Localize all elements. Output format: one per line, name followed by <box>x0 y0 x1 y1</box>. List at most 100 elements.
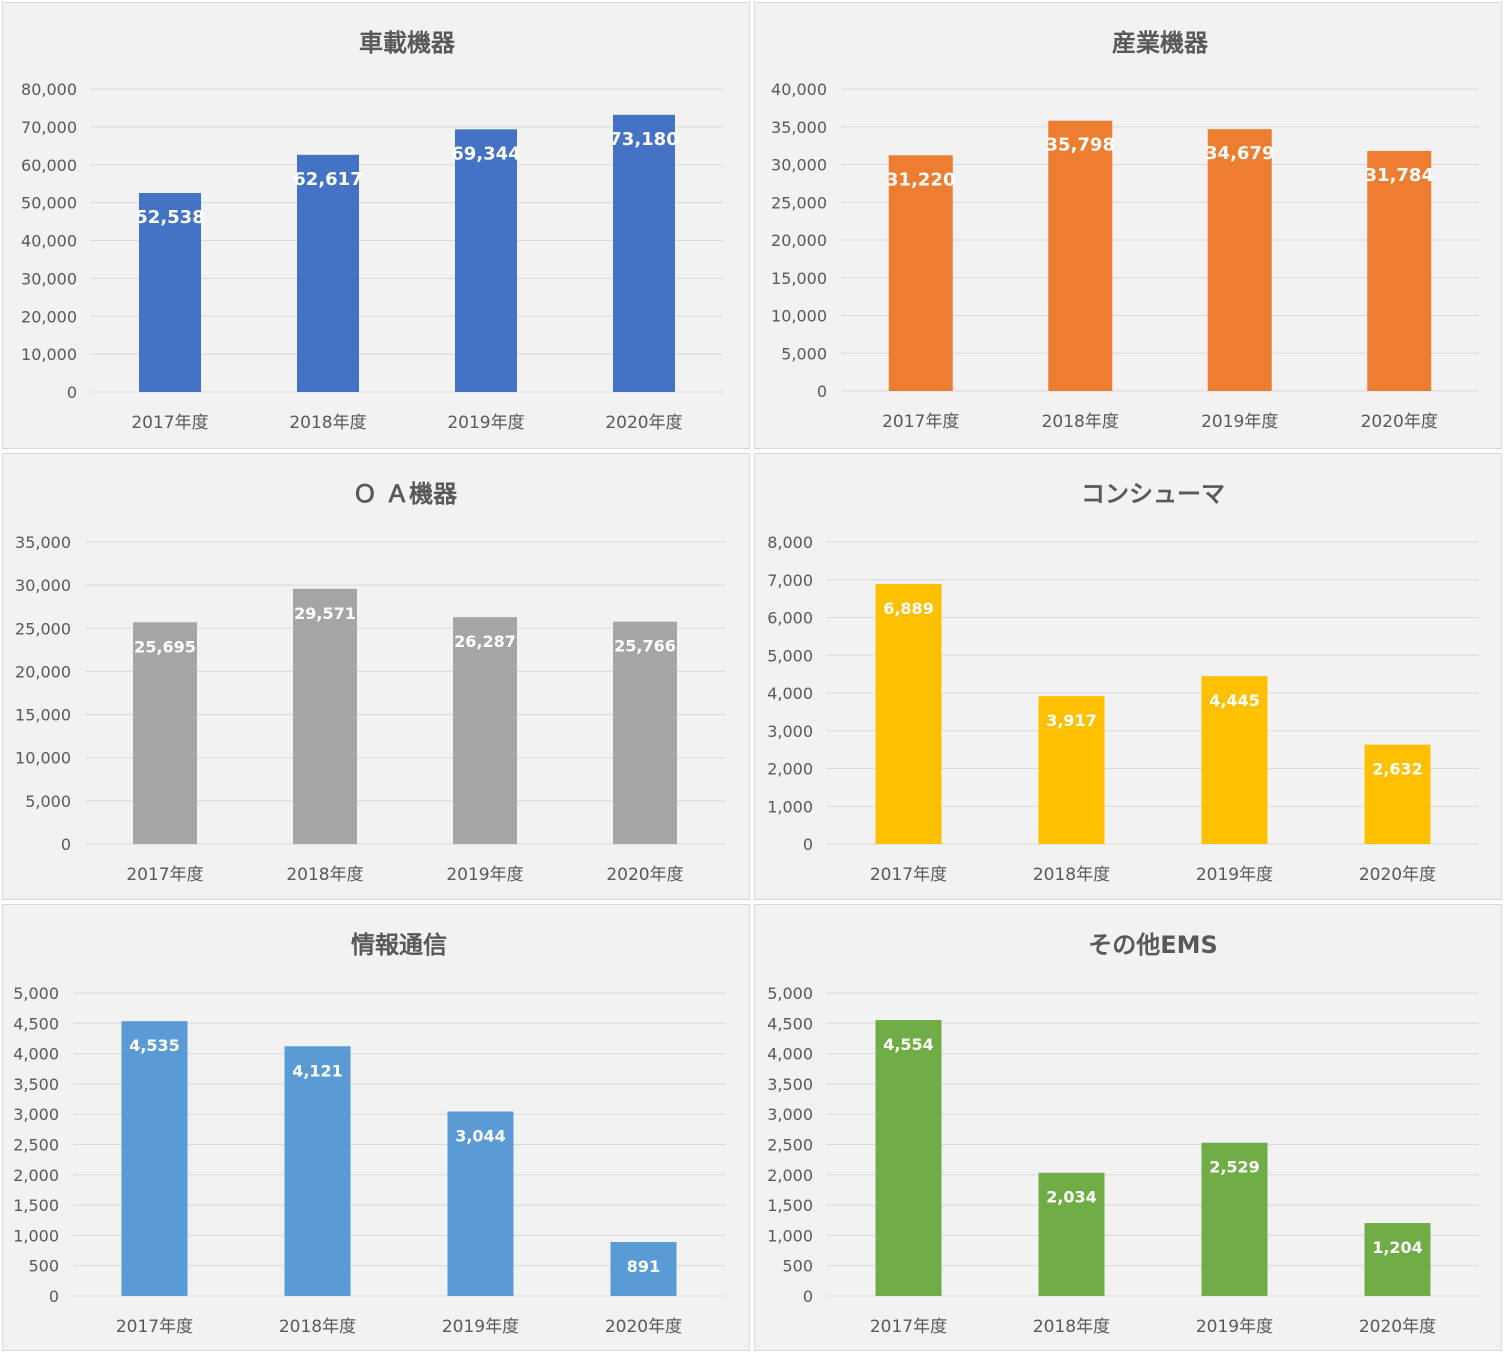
y-tick-label: 35,000 <box>15 533 71 552</box>
x-tick-label: 2017年度 <box>870 1317 947 1337</box>
y-tick-label: 5,000 <box>767 984 813 1003</box>
y-tick-label: 80,000 <box>21 80 77 99</box>
data-label: 3,917 <box>1046 711 1097 730</box>
x-tick-label: 2020年度 <box>605 1317 682 1337</box>
x-tick-label: 2018年度 <box>1033 865 1110 885</box>
y-tick-label: 0 <box>49 1287 59 1306</box>
y-tick-label: 3,000 <box>767 1105 813 1124</box>
chart-panel-industrial: 産業機器 0 5,000 10,000 15,000 20,000 25,000 30,000… <box>754 2 1502 449</box>
y-tick-label: 3,500 <box>13 1075 59 1094</box>
data-label: 34,679 <box>1205 143 1274 164</box>
y-tick-label: 40,000 <box>771 80 827 99</box>
data-label: 26,287 <box>454 632 516 651</box>
chart-svg: その他EMS 0 500 1,000 1,500 2,000 2,500 3,000 3,500… <box>767 931 1479 1337</box>
y-tick-label: 0 <box>803 1287 813 1306</box>
data-label: 31,220 <box>886 169 955 190</box>
x-tick-label: 2020年度 <box>1361 412 1438 432</box>
bar <box>455 129 517 392</box>
bar <box>1048 120 1113 391</box>
x-tick-label: 2018年度 <box>279 1317 356 1337</box>
data-label: 891 <box>627 1257 660 1276</box>
data-label: 52,538 <box>135 207 204 228</box>
y-tick-label: 60,000 <box>21 156 77 175</box>
chart-title: その他EMS <box>1088 931 1218 959</box>
chart-title: 情報通信 <box>351 931 447 959</box>
y-tick-label: 1,500 <box>13 1196 59 1215</box>
data-label: 4,445 <box>1209 691 1260 710</box>
y-tick-label: 15,000 <box>771 269 827 288</box>
y-tick-label: 2,000 <box>767 1166 813 1185</box>
bar <box>121 1021 188 1296</box>
y-tick-label: 0 <box>61 835 71 854</box>
x-tick-label: 2019年度 <box>442 1317 519 1337</box>
y-tick-label: 7,000 <box>767 571 813 590</box>
chart-panel-telecom: 情報通信 0 500 1,000 1,500 2,000 2,500 3,000 3,500 4,… <box>2 904 750 1351</box>
data-label: 29,571 <box>294 604 356 623</box>
bar <box>610 1242 677 1296</box>
y-tick-label: 30,000 <box>15 576 71 595</box>
y-tick-label: 4,000 <box>767 1045 813 1064</box>
y-tick-label: 2,000 <box>13 1166 59 1185</box>
y-tick-label: 1,000 <box>13 1226 59 1245</box>
y-tick-label: 5,000 <box>767 646 813 665</box>
data-label: 4,121 <box>292 1061 343 1080</box>
x-tick-label: 2020年度 <box>1359 1317 1436 1337</box>
y-tick-label: 35,000 <box>771 118 827 137</box>
x-tick-label: 2018年度 <box>1042 412 1119 432</box>
y-tick-label: 0 <box>803 835 813 854</box>
bar <box>1201 1142 1268 1296</box>
chart-svg: Ｏ Ａ機器 0 5,000 10,000 15,000 20,000 25,000 30,00… <box>15 480 725 885</box>
x-tick-label: 2017年度 <box>116 1317 193 1337</box>
y-tick-label: 2,000 <box>767 760 813 779</box>
y-tick-label: 6,000 <box>767 609 813 628</box>
x-tick-label: 2017年度 <box>870 865 947 885</box>
data-label: 2,034 <box>1046 1188 1097 1207</box>
data-label: 4,535 <box>129 1036 180 1055</box>
y-tick-label: 30,000 <box>21 269 77 288</box>
y-tick-label: 1,000 <box>767 797 813 816</box>
y-tick-label: 20,000 <box>771 231 827 250</box>
bar <box>284 1046 351 1296</box>
bar <box>133 622 197 844</box>
x-tick-label: 2020年度 <box>606 865 683 885</box>
bar <box>888 155 953 391</box>
y-tick-label: 25,000 <box>15 619 71 638</box>
y-tick-label: 15,000 <box>15 706 71 725</box>
y-tick-label: 5,000 <box>781 344 827 363</box>
chart-svg: コンシューマ 0 1,000 2,000 3,000 4,000 5,000 6,000 7,0… <box>767 480 1479 885</box>
x-tick-label: 2018年度 <box>1033 1317 1110 1337</box>
bar <box>297 154 359 392</box>
x-tick-label: 2017年度 <box>131 413 208 433</box>
bar <box>1367 151 1432 391</box>
chart-panel-vehicle: 車載機器 0 10,000 20,000 30,000 40,000 50,000 60,00… <box>2 2 750 449</box>
x-tick-label: 2019年度 <box>447 413 524 433</box>
chart-title: コンシューマ <box>1081 480 1225 508</box>
bar <box>1364 744 1431 844</box>
data-label: 35,798 <box>1046 135 1115 156</box>
chart-title: Ｏ Ａ機器 <box>353 480 458 508</box>
chart-title: 車載機器 <box>359 29 456 57</box>
y-tick-label: 40,000 <box>21 232 77 251</box>
data-label: 1,204 <box>1372 1238 1423 1257</box>
y-tick-label: 1,000 <box>767 1226 813 1245</box>
y-tick-label: 10,000 <box>21 345 77 364</box>
chart-title: 産業機器 <box>1112 29 1209 57</box>
y-tick-label: 500 <box>28 1257 59 1276</box>
data-label: 25,695 <box>134 637 196 656</box>
bar <box>613 114 675 392</box>
bar <box>1207 129 1272 391</box>
y-tick-label: 2,500 <box>13 1136 59 1155</box>
x-tick-label: 2019年度 <box>446 865 523 885</box>
data-label: 62,617 <box>293 169 362 190</box>
bar <box>613 621 677 844</box>
chart-svg: 情報通信 0 500 1,000 1,500 2,000 2,500 3,000 3,500 4,… <box>13 931 725 1337</box>
x-tick-label: 2020年度 <box>1359 865 1436 885</box>
bar <box>293 588 357 844</box>
data-label: 2,529 <box>1209 1158 1260 1177</box>
y-tick-label: 1,500 <box>767 1196 813 1215</box>
bar <box>875 1020 942 1296</box>
y-tick-label: 4,500 <box>13 1014 59 1033</box>
bar <box>875 583 942 844</box>
bar <box>1038 1172 1105 1296</box>
y-tick-label: 2,500 <box>767 1136 813 1155</box>
